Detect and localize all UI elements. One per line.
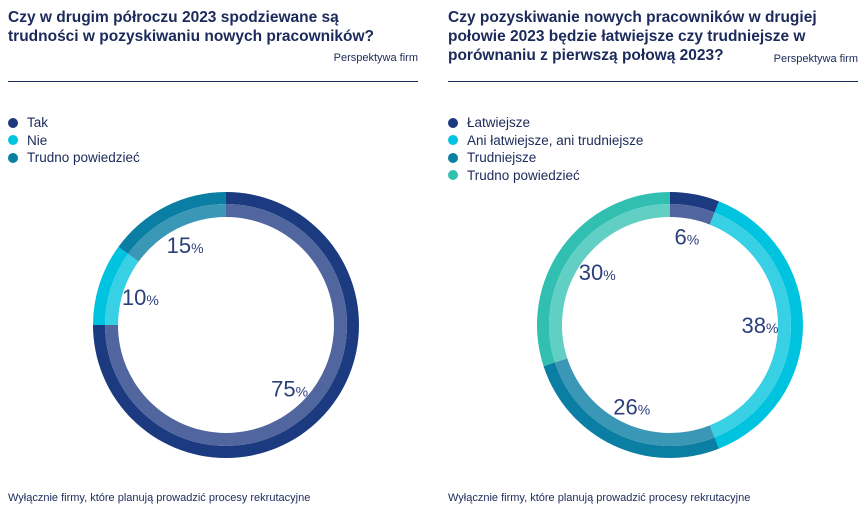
data-label: 30% (579, 260, 616, 285)
divider (8, 81, 418, 82)
legend-swatch (448, 117, 458, 128)
chart-panel-difficulties: Czy w drugim półroczu 2023 spodziewane s… (8, 0, 418, 516)
legend-swatch (448, 152, 458, 163)
legend: Łatwiejsze Ani łatwiejsze, ani trudniejs… (448, 114, 643, 184)
donut-slice-inner (128, 204, 226, 262)
legend-item: Nie (8, 132, 140, 150)
legend-swatch (8, 135, 18, 146)
legend-item: Ani łatwiejsze, ani trudniejsze (448, 132, 643, 150)
donut-chart: 75% 10% 15% (93, 192, 359, 458)
legend-swatch (8, 117, 18, 128)
data-label: 75% (271, 377, 308, 402)
legend-label: Nie (27, 132, 48, 148)
donut-slice-inner (105, 253, 139, 325)
chart-title: Czy pozyskiwanie nowych pracowników w dr… (448, 9, 817, 64)
data-label: 38% (742, 313, 779, 338)
footnote: Wyłącznie firmy, które planują prowadzić… (8, 492, 311, 504)
legend-swatch (448, 135, 458, 146)
donut-slice-outer (543, 362, 719, 459)
chart-subtitle: Perspektywa firm (333, 52, 418, 64)
legend-item: Łatwiejsze (448, 114, 643, 132)
divider (448, 81, 858, 82)
donut-slice-outer (714, 201, 804, 449)
chart-subtitle: Perspektywa firm (773, 53, 858, 65)
donut-slice-inner (709, 212, 791, 438)
donut-slice-inner (549, 204, 670, 363)
legend: Tak Nie Trudno powiedzieć (8, 114, 140, 167)
data-label: 26% (613, 394, 650, 419)
legend-item: Trudniejsze (448, 149, 643, 167)
data-label: 15% (167, 233, 204, 258)
legend-label: Tak (27, 115, 49, 130)
chart-panel-easier-harder: Czy pozyskiwanie nowych pracowników w dr… (448, 0, 858, 516)
donut-slice-inner (554, 358, 715, 447)
legend-swatch (448, 170, 458, 181)
donut-chart: 6% 38% 26% 30% (537, 192, 804, 459)
legend-label: Ani łatwiejsze, ani trudniejsze (467, 132, 644, 148)
legend-item: Trudno powiedzieć (8, 149, 140, 167)
legend-item: Tak (8, 114, 140, 132)
legend-label: Trudno powiedzieć (467, 167, 580, 183)
legend-label: Trudno powiedzieć (27, 150, 140, 165)
legend-label: Trudniejsze (467, 150, 537, 165)
donut-slice-outer (93, 246, 129, 325)
data-label: 6% (675, 225, 700, 250)
donut-slice-outer (670, 192, 719, 213)
donut-slice-inner (670, 204, 715, 225)
legend-label: Łatwiejsze (467, 115, 531, 130)
footnote: Wyłącznie firmy, które planują prowadzić… (448, 492, 751, 504)
legend-item: Trudno powiedzieć (448, 167, 643, 185)
chart-title: Czy w drugim półroczu 2023 spodziewane s… (8, 9, 375, 45)
donut-slice-outer (118, 192, 226, 254)
data-label: 10% (122, 285, 159, 310)
legend-swatch (8, 152, 18, 163)
donut-slice-outer (537, 192, 670, 367)
